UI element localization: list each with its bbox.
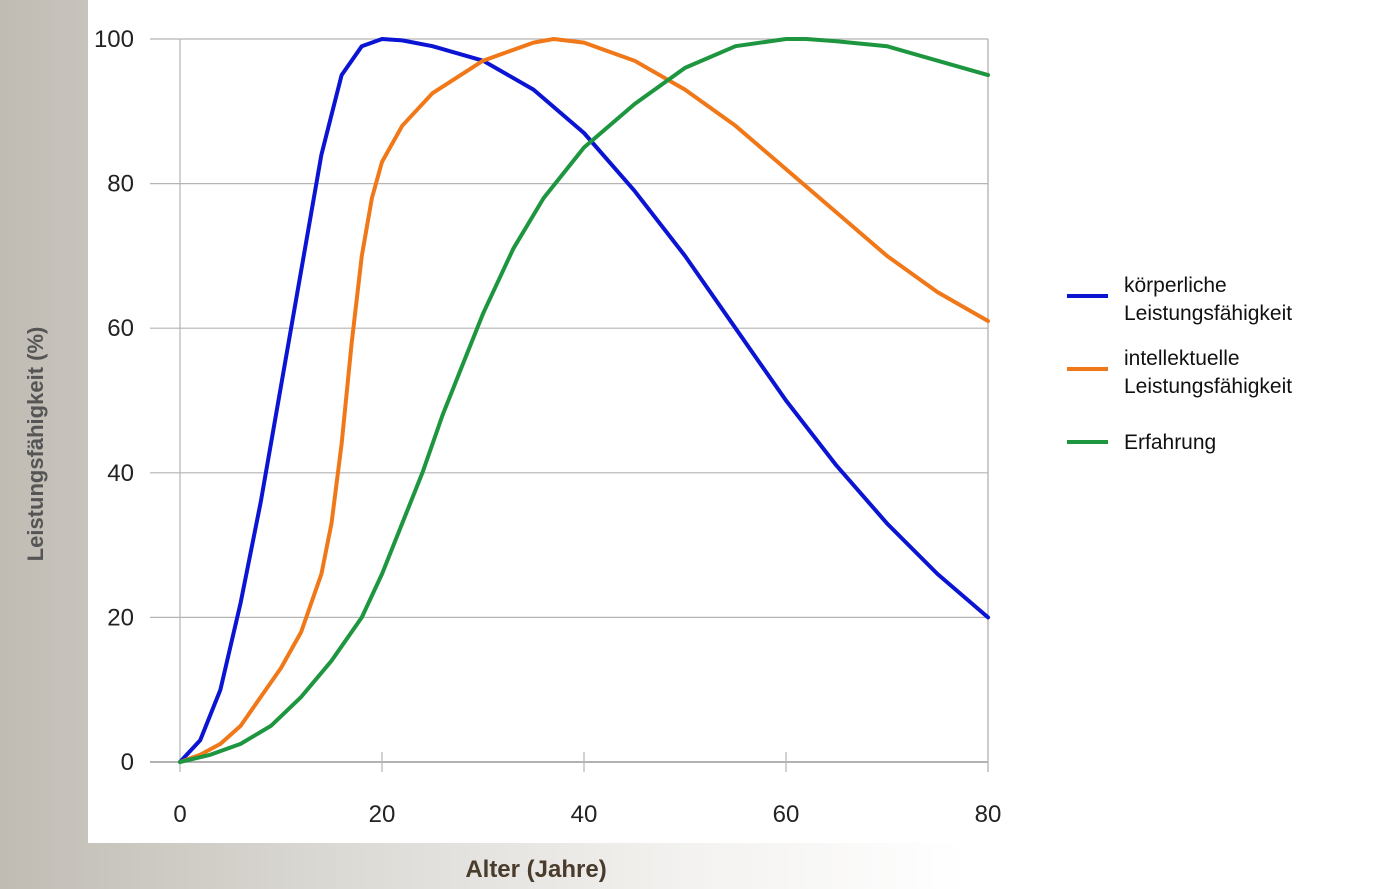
legend-label-1: Leistungsfähigkeit — [1124, 375, 1292, 398]
y-tick-label: 80 — [107, 171, 134, 198]
x-tick-label: 60 — [773, 801, 800, 828]
y-tick-label: 60 — [107, 315, 134, 342]
y-tick-label: 40 — [107, 460, 134, 487]
chart-panel — [88, 0, 1381, 843]
x-tick-label: 40 — [571, 801, 598, 828]
x-tick-label: 20 — [369, 801, 396, 828]
y-tick-label: 20 — [107, 604, 134, 631]
x-tick-label: 0 — [173, 801, 186, 828]
x-axis-label: Alter (Jahre) — [465, 856, 607, 883]
legend-label-2: Erfahrung — [1124, 431, 1216, 454]
x-tick-label: 80 — [975, 801, 1002, 828]
series-line-2 — [178, 37, 990, 764]
series-line-1 — [178, 37, 990, 764]
y-tick-label: 0 — [121, 749, 134, 776]
legend-label-0: körperliche — [1124, 274, 1227, 297]
series-line-0 — [178, 37, 990, 764]
legend-label-1: intellektuelle — [1124, 347, 1240, 370]
legend-label-0: Leistungsfähigkeit — [1124, 302, 1292, 325]
y-tick-label: 100 — [94, 26, 134, 53]
